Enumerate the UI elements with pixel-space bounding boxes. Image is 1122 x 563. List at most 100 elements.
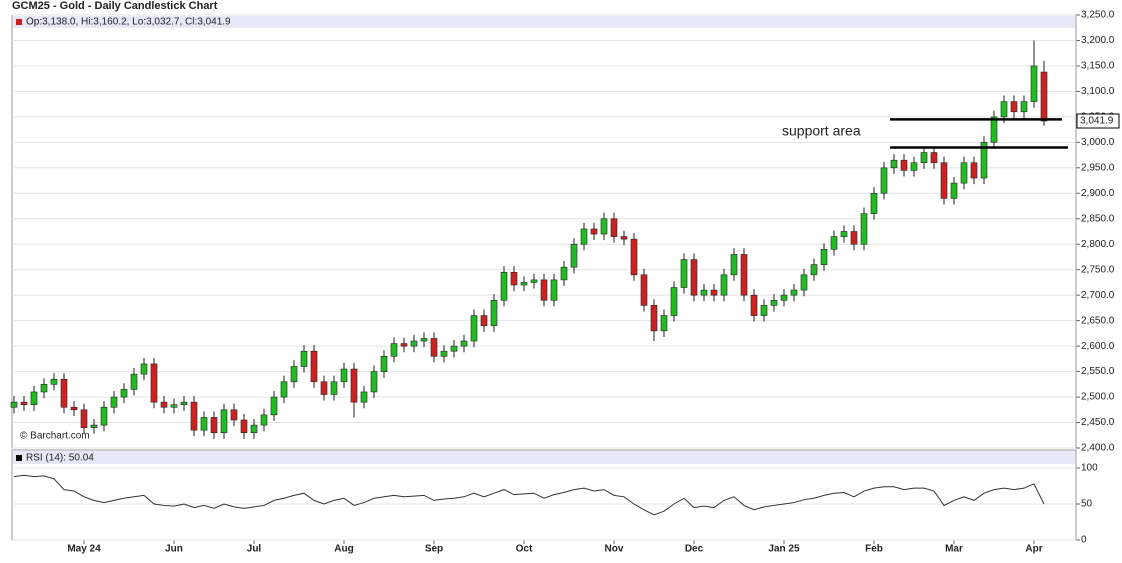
candle-body <box>520 282 528 286</box>
last-price-box <box>1076 113 1120 129</box>
candle-body <box>460 340 468 347</box>
x-tick-label: Feb <box>865 544 883 555</box>
legend-band <box>13 451 1075 464</box>
candle-body <box>160 401 168 408</box>
panel-frame <box>11 449 1077 541</box>
candle-body <box>450 345 458 352</box>
candle-body <box>1020 101 1028 113</box>
legend-text: Op:3,138.0, Hi:3,160.2, Lo:3,032.7, Cl:3… <box>26 17 231 28</box>
candle-body <box>700 289 708 296</box>
legend-swatch <box>16 19 22 25</box>
candle-body <box>490 299 498 327</box>
x-tick-label: Mar <box>945 544 963 555</box>
candle-body <box>870 192 878 214</box>
y-tick-label: 100 <box>1081 463 1098 474</box>
candle-body <box>320 381 328 395</box>
y-tick-label: 2,450.0 <box>1081 417 1115 428</box>
candle-body <box>310 350 318 383</box>
candle-body <box>770 299 778 306</box>
panel-frame <box>11 14 1077 449</box>
candle-body <box>530 279 538 283</box>
candle-body <box>210 417 218 434</box>
y-tick-label: 3,200.0 <box>1081 35 1115 46</box>
candle-body <box>560 266 568 281</box>
candle-body <box>410 340 418 347</box>
candle-body <box>760 305 768 316</box>
candle-body <box>690 259 698 296</box>
candle-body <box>270 396 278 416</box>
candle-body <box>960 162 968 184</box>
candle-body <box>250 424 258 434</box>
candle-body <box>20 401 28 406</box>
legend-swatch <box>16 455 22 461</box>
candle-body <box>470 315 478 342</box>
candle-body <box>730 254 738 276</box>
candle-body <box>480 315 488 327</box>
candle-body <box>360 391 368 403</box>
candle-body <box>370 371 378 393</box>
candle-body <box>670 287 678 316</box>
y-tick-label: 2,800.0 <box>1081 239 1115 250</box>
candle-body <box>780 294 788 301</box>
chart-title: GCM25 - Gold - Daily Candlestick Chart <box>12 0 218 12</box>
candle-body <box>150 363 158 403</box>
candle-body <box>550 279 558 301</box>
candle-body <box>640 274 648 306</box>
candle-body <box>620 236 628 240</box>
candle-body <box>610 218 618 237</box>
y-tick-label: 2,700.0 <box>1081 290 1115 301</box>
candle-body <box>630 238 638 276</box>
candle-body <box>940 162 948 199</box>
candle-body <box>260 414 268 426</box>
x-tick-label: May 24 <box>67 544 101 555</box>
legend-band <box>13 16 1075 28</box>
candle-body <box>980 142 988 179</box>
y-tick-label: 2,600.0 <box>1081 341 1115 352</box>
y-tick-label: 2,550.0 <box>1081 366 1115 377</box>
candle-body <box>800 274 808 291</box>
y-tick-label: 2,750.0 <box>1081 264 1115 275</box>
candle-body <box>680 259 688 288</box>
x-tick-label: Jun <box>165 544 183 555</box>
candle-body <box>970 162 978 179</box>
candle-body <box>30 391 38 405</box>
candle-body <box>200 417 208 431</box>
candle-body <box>740 254 748 296</box>
candle-body <box>190 401 198 431</box>
candle-body <box>860 213 868 245</box>
x-tick-label: Oct <box>516 544 533 555</box>
candle-body <box>790 289 798 296</box>
candle-body <box>80 409 88 428</box>
candle-body <box>840 231 848 237</box>
y-tick-label: 2,850.0 <box>1081 213 1115 224</box>
y-tick-label: 2,400.0 <box>1081 443 1115 454</box>
candle-body <box>350 368 358 403</box>
x-tick-label: Nov <box>605 544 624 555</box>
candle-body <box>300 350 308 367</box>
candle-body <box>750 294 758 316</box>
candle-body <box>290 366 298 383</box>
candle-body <box>120 389 128 398</box>
candle-body <box>930 152 938 164</box>
candle-body <box>590 228 598 235</box>
x-tick-label: Dec <box>685 544 704 555</box>
candle-body <box>50 378 58 385</box>
candle-body <box>1030 65 1038 102</box>
candle-body <box>890 159 898 169</box>
candle-body <box>920 152 928 164</box>
candle-body <box>510 271 518 286</box>
y-tick-label: 2,950.0 <box>1081 162 1115 173</box>
candle-body <box>100 406 108 426</box>
candle-body <box>400 343 408 347</box>
candle-body <box>950 182 958 199</box>
x-tick-label: Jul <box>247 544 262 555</box>
candle-body <box>580 228 588 245</box>
last-price-label: 3,041.9 <box>1080 116 1114 127</box>
candle-body <box>500 271 508 301</box>
candle-body <box>570 243 578 268</box>
candle-body <box>380 356 388 372</box>
candle-body <box>220 409 228 434</box>
candle-body <box>540 279 548 301</box>
x-tick-label: Aug <box>334 544 353 555</box>
